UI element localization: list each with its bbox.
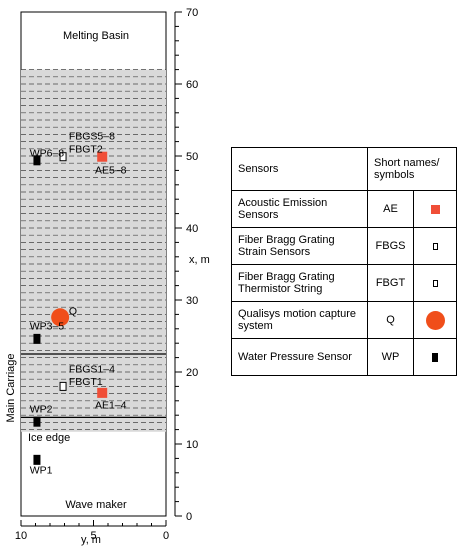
x-tick-label: 10 — [186, 439, 198, 451]
x-axis-label: x, m — [189, 254, 210, 266]
q-marker — [51, 308, 70, 327]
legend-short-name: AE — [367, 190, 414, 228]
main-carriage-label: Main Carriage — [5, 353, 17, 422]
legend-header-sensors: Sensors — [231, 147, 368, 191]
legend-row-q: Qualisys motion capture system Q — [231, 301, 457, 339]
x-tick-label: 60 — [186, 79, 198, 91]
legend-sensor-name: Water Pressure Sensor — [231, 338, 368, 376]
fbgs1-4-marker — [59, 381, 67, 391]
legend-sensor-name: Qualisys motion capture system — [231, 301, 368, 339]
wp2-marker — [33, 416, 41, 427]
legend-row-ae: Acoustic Emission Sensors AE — [231, 190, 457, 228]
label-q: Q — [69, 305, 77, 317]
wp6-8-marker — [33, 155, 41, 166]
legend-short-name: WP — [367, 338, 414, 376]
label-wp6-8: WP6–8 — [30, 148, 65, 160]
legend-row-fbgt: Fiber Bragg Grating Thermistor String FB… — [231, 264, 457, 302]
ice-edge-label: Ice edge — [28, 432, 70, 444]
legend-header-short-names: Short names/ symbols — [367, 147, 457, 191]
x-tick-label: 50 — [186, 151, 198, 163]
label-wp2: WP2 — [30, 403, 53, 415]
qualisys-symbol-icon — [425, 310, 445, 330]
legend-short-name: FBGS — [367, 227, 414, 265]
legend-sensor-name: Acoustic Emission Sensors — [231, 190, 368, 228]
label-wp1: WP1 — [30, 465, 53, 477]
melting-basin-label: Melting Basin — [63, 30, 129, 42]
x-tick-label: 20 — [186, 367, 198, 379]
ae-symbol-icon — [430, 204, 440, 214]
y-tick-label: 10 — [15, 530, 27, 542]
legend-sensor-name: Fiber Bragg Grating Thermistor String — [231, 264, 368, 302]
legend-row-wp: Water Pressure Sensor WP — [231, 338, 457, 376]
ae1-4-marker — [97, 387, 108, 398]
wp1-marker — [33, 454, 41, 465]
ae5-8-marker — [97, 151, 108, 162]
wave-maker-label: Wave maker — [65, 499, 127, 511]
wp3-5-marker — [33, 333, 41, 344]
label-fbgt1: FBGT1 — [69, 376, 103, 388]
label-wp3-5: WP3–5 — [30, 321, 65, 333]
sensor-legend-table: Sensors Short names/ symbols Acoustic Em… — [231, 147, 457, 376]
x-tick-label: 0 — [186, 511, 192, 523]
legend-header-row: Sensors Short names/ symbols — [231, 147, 457, 191]
ice-sheet — [21, 69, 166, 432]
fbgs5-8-marker — [59, 152, 67, 162]
legend-short-name: Q — [367, 301, 414, 339]
fbgt-symbol-icon — [432, 279, 438, 287]
y-axis-label: y, m — [81, 534, 101, 546]
x-tick-label: 70 — [186, 7, 198, 19]
legend-short-name: FBGT — [367, 264, 414, 302]
y-tick-label: 0 — [163, 530, 169, 542]
x-tick-label: 30 — [186, 295, 198, 307]
label-fbgs1-4: FBGS1–4 — [69, 364, 115, 376]
legend-row-fbgs: Fiber Bragg Grating Strain Sensors FBGS — [231, 227, 457, 265]
label-ae5-8: AE5–8 — [95, 164, 127, 176]
fbgs-symbol-icon — [432, 242, 438, 250]
x-tick-label: 40 — [186, 223, 198, 235]
y-tick-label: 5 — [90, 530, 96, 542]
label-ae1-4: AE1–4 — [95, 400, 127, 412]
legend-sensor-name: Fiber Bragg Grating Strain Sensors — [231, 227, 368, 265]
label-fbgt2: FBGT2 — [69, 143, 103, 155]
label-fbgs5-8: FBGS5–8 — [69, 130, 115, 142]
wp-symbol-icon — [432, 352, 438, 362]
